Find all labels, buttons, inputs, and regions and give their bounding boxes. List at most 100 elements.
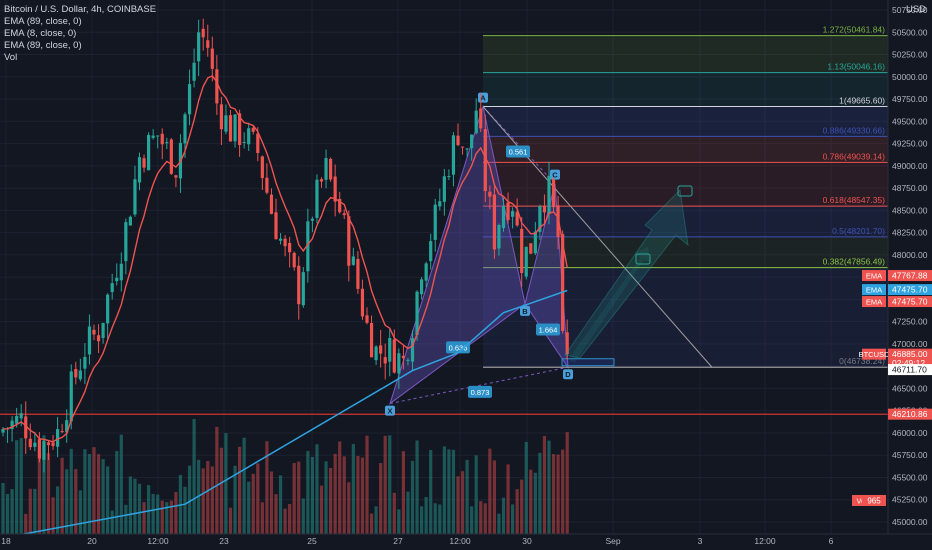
candle-body xyxy=(447,176,451,178)
volume-bar xyxy=(133,478,137,534)
fib-zone xyxy=(483,35,888,73)
candle-body xyxy=(51,442,55,447)
volume-bar xyxy=(524,441,528,534)
candle-body xyxy=(342,213,346,216)
volume-bar xyxy=(292,463,296,534)
candle-body xyxy=(474,110,478,134)
fib-zone xyxy=(483,236,888,268)
pattern-ratio-badge xyxy=(506,145,530,158)
price-axis[interactable]: 50750.00 50500.00 50250.00 50000.00 49750.00… xyxy=(852,0,932,550)
candle-body xyxy=(174,175,178,178)
projection-arrow-upper xyxy=(564,188,689,359)
candle-body xyxy=(160,133,164,145)
candle-body xyxy=(60,431,64,433)
volume-bar xyxy=(37,447,41,534)
fibonacci-levels[interactable]: 1.272(50461.84) 1.13(50046.16) 1(49665.60)… xyxy=(483,25,888,368)
candle-body xyxy=(87,326,92,355)
candle-body xyxy=(269,194,274,214)
pattern-point-x: X xyxy=(387,407,392,416)
chart-legend: Bitcoin / U.S. Dollar, 4h, COINBASE EMA … xyxy=(4,4,156,64)
volume-bar xyxy=(488,448,492,534)
volume-bar xyxy=(515,489,519,534)
candle-body xyxy=(33,442,37,447)
volume-bar xyxy=(533,472,537,534)
indicator-ema-89[interactable]: EMA (89, close, 0) xyxy=(4,16,82,27)
candle-body xyxy=(224,115,228,132)
candle-body xyxy=(392,339,396,373)
candle-body xyxy=(1,428,5,433)
candle-body xyxy=(96,335,101,342)
candle-body xyxy=(24,416,28,439)
volume-bar xyxy=(228,507,233,534)
candle-body xyxy=(15,415,19,424)
candle-body xyxy=(142,158,146,168)
volume-bar xyxy=(297,461,301,534)
currency-selector[interactable]: USD xyxy=(906,4,926,15)
volume-bar xyxy=(438,504,442,534)
candle-body xyxy=(451,135,456,175)
time-tick-label: 23 xyxy=(219,536,229,546)
candle-body xyxy=(433,204,437,240)
volume-bar xyxy=(556,454,560,534)
symbol-title[interactable]: Bitcoin / U.S. Dollar, 4h, COINBASE xyxy=(4,4,157,15)
volume-bars xyxy=(1,419,569,534)
pattern-point-a: A xyxy=(480,94,486,103)
volume-bar xyxy=(538,452,542,534)
candle-body xyxy=(329,158,333,180)
price-tick-label: 50000.00 xyxy=(892,72,928,82)
volume-bar xyxy=(33,488,37,534)
volume-bar xyxy=(265,441,269,534)
volume-bar xyxy=(5,494,10,534)
price-tick-label: 50250.00 xyxy=(892,50,928,60)
volume-bar xyxy=(269,471,274,534)
btc-price-tag-name: BTCUSD xyxy=(859,350,890,359)
volume-bar xyxy=(347,482,351,534)
support-tag-box xyxy=(888,408,932,420)
indicator-ema-8[interactable]: EMA (8, close, 0) xyxy=(4,28,77,39)
last-level-tag-value: 46711.70 xyxy=(892,365,927,375)
fib-zone xyxy=(483,106,888,137)
candle-body xyxy=(356,258,360,289)
time-axis[interactable]: 18 20 12:00 23 25 27 12:00 30 Sep 3 12:00 6 xyxy=(0,533,932,550)
time-tick-label: 12:00 xyxy=(147,536,169,546)
volume-bar xyxy=(192,419,196,534)
candle-body xyxy=(201,28,205,38)
volume-bar xyxy=(238,446,242,534)
volume-bar xyxy=(83,449,87,534)
indicator-volume[interactable]: Vol xyxy=(4,52,18,63)
price-tick-label: 45500.00 xyxy=(892,472,928,482)
candle-body xyxy=(283,238,287,247)
volume-bar xyxy=(324,461,328,534)
candle-body xyxy=(333,176,337,202)
candle-body xyxy=(274,212,278,240)
candle-body xyxy=(506,202,510,221)
volume-bar xyxy=(60,457,64,534)
fib-level-label: 1(49665.60) xyxy=(839,96,885,106)
candle-body xyxy=(424,263,428,281)
candle-body xyxy=(538,206,542,232)
candle-body xyxy=(292,252,296,268)
indicator-ema-89-second[interactable]: EMA (89, close, 0) xyxy=(4,40,82,51)
ema-lines xyxy=(2,75,568,537)
price-tick-label: 45000.00 xyxy=(892,517,928,527)
candle-body xyxy=(465,148,469,150)
volume-bar xyxy=(78,490,82,534)
price-tick-label: 47250.00 xyxy=(892,317,928,327)
volume-bar xyxy=(206,461,210,534)
volume-bar xyxy=(147,485,151,534)
volume-bar xyxy=(561,449,565,534)
fib-zone xyxy=(483,136,888,163)
volume-bar xyxy=(151,493,155,534)
projection-arrows[interactable] xyxy=(564,185,693,362)
projection-arrow-lower xyxy=(568,247,650,362)
candle-body xyxy=(547,175,551,214)
volume-bar xyxy=(51,497,55,534)
pattern-ratio-label: 1.664 xyxy=(539,326,558,335)
currency-label: USD xyxy=(905,4,926,15)
ema-tag-1-value: 47767.88 xyxy=(892,271,928,281)
pattern-ratio-label: 0.636 xyxy=(449,343,468,352)
volume-bar xyxy=(388,435,392,534)
candle-body xyxy=(297,265,301,305)
